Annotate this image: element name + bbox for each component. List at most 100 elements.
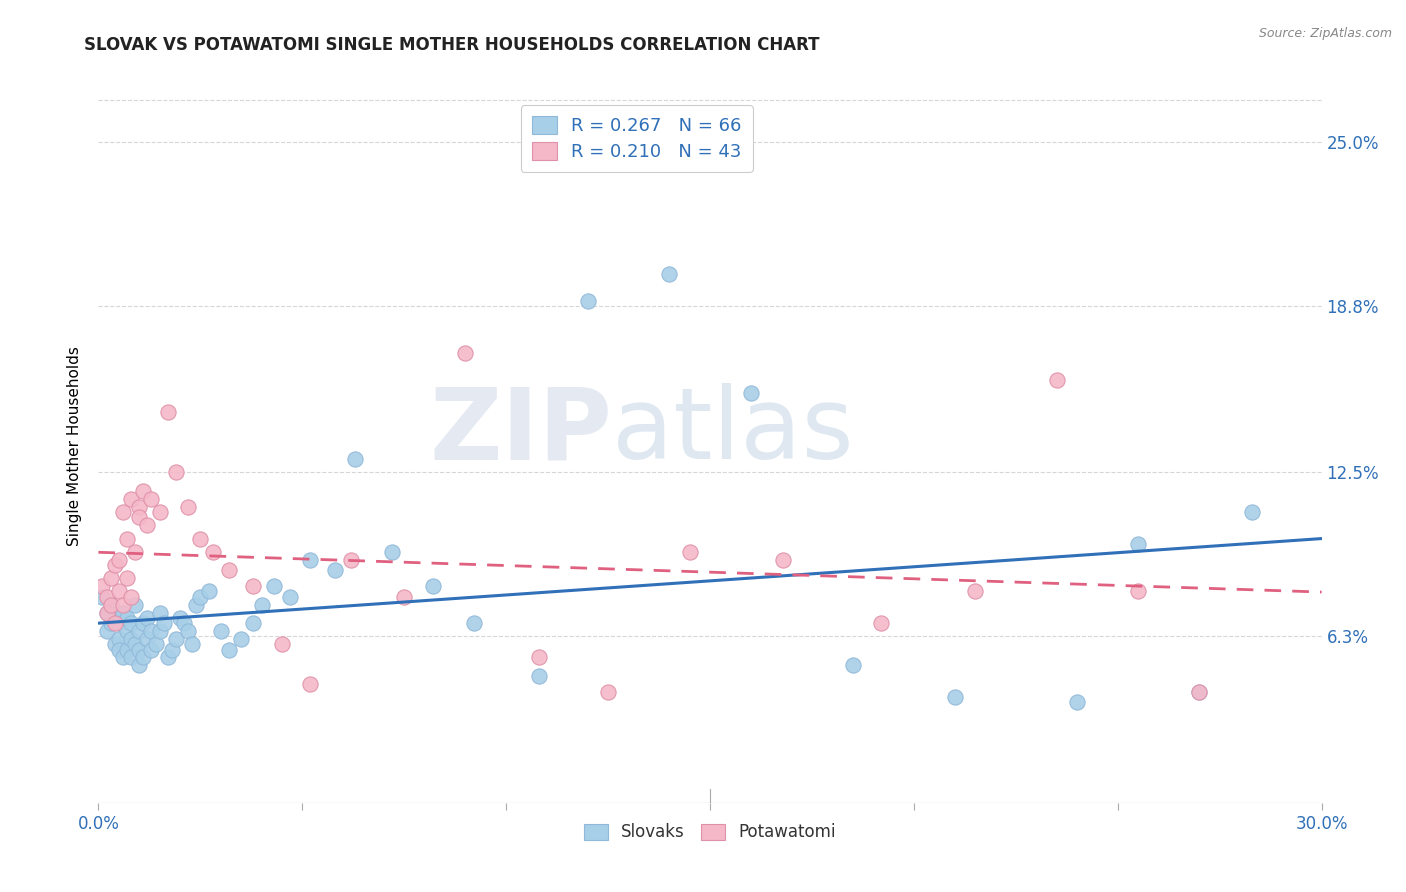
Point — [108, 552, 131, 566]
Point — [186, 598, 208, 612]
Point — [149, 624, 172, 638]
Point — [381, 545, 404, 559]
Point — [96, 606, 118, 620]
Text: SLOVAK VS POTAWATOMI SINGLE MOTHER HOUSEHOLDS CORRELATION CHART: SLOVAK VS POTAWATOMI SINGLE MOTHER HOUSE… — [84, 36, 820, 54]
Point — [108, 584, 131, 599]
Point — [115, 532, 138, 546]
Point — [576, 293, 599, 308]
Point — [145, 637, 167, 651]
Point — [1128, 584, 1150, 599]
Point — [242, 579, 264, 593]
Point — [141, 624, 163, 638]
Point — [104, 637, 127, 651]
Point — [100, 598, 122, 612]
Point — [120, 491, 142, 506]
Point — [1128, 537, 1150, 551]
Point — [218, 642, 240, 657]
Point — [128, 500, 150, 514]
Point — [527, 669, 550, 683]
Point — [111, 650, 134, 665]
Legend: Slovaks, Potawatomi: Slovaks, Potawatomi — [578, 817, 842, 848]
Point — [115, 611, 138, 625]
Point — [278, 590, 301, 604]
Point — [96, 606, 118, 620]
Point — [124, 545, 146, 559]
Point — [270, 637, 294, 651]
Point — [156, 650, 179, 665]
Point — [323, 563, 346, 577]
Point — [100, 616, 122, 631]
Point — [454, 346, 477, 360]
Point — [177, 500, 200, 514]
Point — [679, 545, 702, 559]
Point — [111, 505, 134, 519]
Text: Source: ZipAtlas.com: Source: ZipAtlas.com — [1258, 27, 1392, 40]
Point — [141, 491, 163, 506]
Point — [181, 637, 204, 651]
Point — [188, 532, 212, 546]
Point — [772, 552, 794, 566]
Point — [422, 579, 444, 593]
Point — [156, 404, 179, 418]
Text: atlas: atlas — [612, 384, 853, 480]
Point — [136, 518, 159, 533]
Point — [132, 616, 155, 631]
Point — [299, 677, 322, 691]
Point — [250, 598, 273, 612]
Point — [132, 483, 155, 498]
Point — [120, 650, 142, 665]
Text: ZIP: ZIP — [429, 384, 612, 480]
Point — [160, 642, 183, 657]
Point — [124, 598, 146, 612]
Point — [165, 632, 187, 646]
Point — [111, 606, 134, 620]
Point — [128, 510, 150, 524]
Point — [463, 616, 485, 631]
Point — [870, 616, 893, 631]
Point — [197, 584, 219, 599]
Point — [128, 642, 150, 657]
Point — [209, 624, 232, 638]
Point — [120, 616, 142, 631]
Point — [91, 579, 114, 593]
Point — [165, 466, 187, 480]
Point — [188, 590, 212, 604]
Point — [177, 624, 200, 638]
Point — [136, 632, 159, 646]
Point — [136, 611, 159, 625]
Point — [392, 590, 416, 604]
Point — [218, 563, 240, 577]
Point — [1188, 685, 1211, 699]
Point — [104, 558, 127, 572]
Point — [120, 632, 142, 646]
Point — [841, 658, 863, 673]
Point — [111, 598, 134, 612]
Point — [108, 642, 131, 657]
Point — [149, 606, 172, 620]
Point — [340, 552, 363, 566]
Point — [965, 584, 987, 599]
Point — [124, 637, 146, 651]
Point — [201, 545, 224, 559]
Point — [1188, 685, 1211, 699]
Point — [96, 590, 118, 604]
Point — [96, 624, 118, 638]
Point — [132, 650, 155, 665]
Point — [104, 611, 127, 625]
Point — [128, 658, 150, 673]
Point — [943, 690, 966, 704]
Point — [115, 642, 138, 657]
Y-axis label: Single Mother Households: Single Mother Households — [67, 346, 83, 546]
Point — [100, 571, 122, 585]
Point — [740, 386, 762, 401]
Point — [108, 616, 131, 631]
Point — [100, 598, 122, 612]
Point — [152, 616, 174, 631]
Point — [263, 579, 285, 593]
Point — [149, 505, 172, 519]
Point — [231, 632, 253, 646]
Point — [242, 616, 264, 631]
Point — [108, 632, 131, 646]
Point — [120, 590, 142, 604]
Point — [1241, 505, 1264, 519]
